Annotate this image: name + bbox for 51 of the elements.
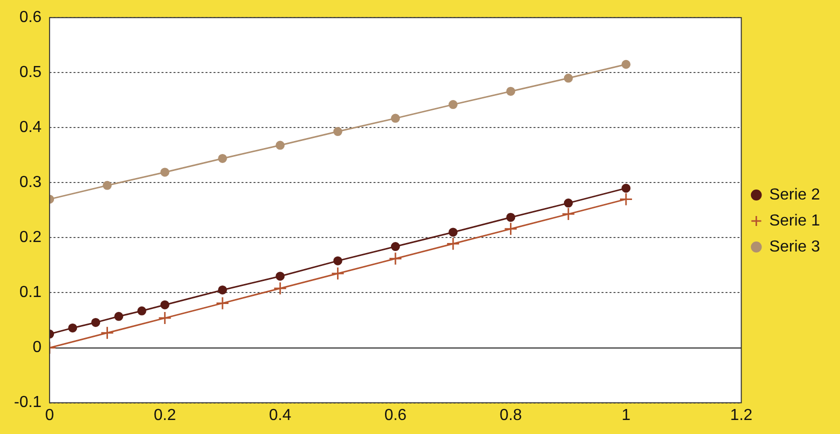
point xyxy=(218,285,228,294)
point xyxy=(622,184,631,193)
point xyxy=(619,192,633,206)
point xyxy=(273,282,287,296)
point xyxy=(137,306,146,316)
point xyxy=(388,252,402,266)
legend-label: Serie 1 xyxy=(769,212,820,230)
y-tick-label: 0 xyxy=(32,339,42,356)
x-tick-label: 0.8 xyxy=(500,406,522,424)
point xyxy=(114,312,124,321)
x-tick-label: 1 xyxy=(622,406,631,424)
point xyxy=(564,198,573,208)
point xyxy=(506,86,516,96)
point xyxy=(564,74,573,83)
point xyxy=(333,256,342,266)
legend-label: Serie 3 xyxy=(769,238,820,256)
y-tick-label: 0.5 xyxy=(19,64,42,82)
x-tick-label: 0.6 xyxy=(384,406,407,424)
point xyxy=(448,100,458,110)
point xyxy=(160,300,170,310)
x-tick-label: 0.2 xyxy=(154,406,176,424)
y-tick-label: 0.4 xyxy=(19,119,42,136)
point xyxy=(100,326,114,340)
y-tick-label: 0.1 xyxy=(19,284,42,302)
point xyxy=(446,237,460,251)
y-tick-label: 0.3 xyxy=(19,174,42,192)
point xyxy=(562,207,576,221)
point xyxy=(102,180,112,190)
point xyxy=(390,242,400,252)
point xyxy=(158,311,172,325)
x-tick-label: 0.4 xyxy=(269,406,292,424)
point xyxy=(91,318,100,327)
point xyxy=(160,168,170,177)
y-tick-label: 0.6 xyxy=(19,9,42,26)
point xyxy=(276,272,285,281)
x-tick-label: 0 xyxy=(45,406,54,424)
point xyxy=(276,140,285,150)
point xyxy=(504,222,518,236)
legend-label: Serie 2 xyxy=(769,186,820,204)
y-tick-label: -0.1 xyxy=(14,394,42,412)
point xyxy=(506,212,516,222)
point xyxy=(218,154,228,163)
point xyxy=(216,296,230,310)
x-tick-label: 1.2 xyxy=(730,406,753,424)
point xyxy=(331,266,345,280)
point xyxy=(390,114,400,123)
point xyxy=(68,323,78,332)
point xyxy=(333,127,342,136)
point xyxy=(622,60,631,69)
point xyxy=(448,228,458,237)
y-tick-label: 0.2 xyxy=(19,229,42,246)
